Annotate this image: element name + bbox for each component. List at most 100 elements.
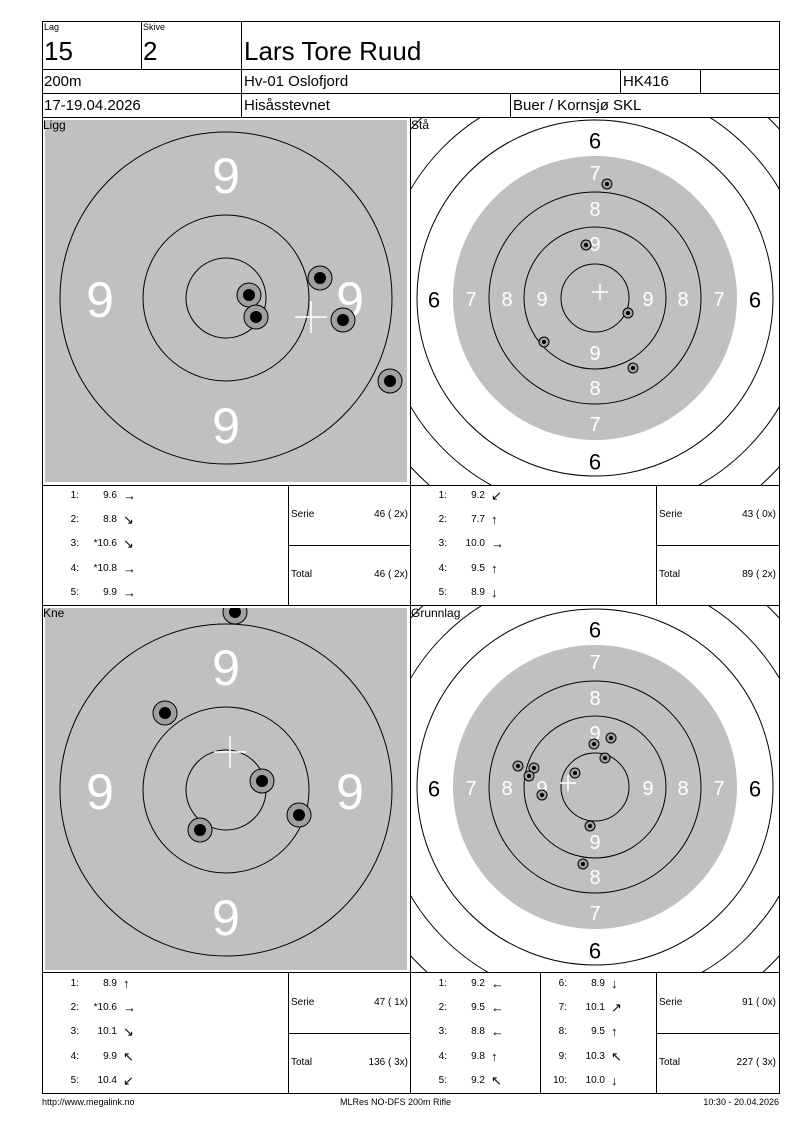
- shot-number: 7:: [558, 1002, 567, 1014]
- shot-center: [384, 375, 396, 387]
- black-area: [453, 156, 737, 440]
- shot-direction-arrow-icon: ↘: [123, 1024, 134, 1040]
- divider: [288, 545, 411, 546]
- ring: [523, 226, 667, 370]
- ring: [59, 131, 393, 465]
- shot-number: 5:: [70, 586, 79, 598]
- shot-center: [540, 793, 544, 797]
- shot-number: 4:: [70, 1050, 79, 1062]
- shot-number: 6:: [558, 978, 567, 989]
- shot-center: [592, 742, 596, 746]
- ring: [488, 680, 702, 894]
- ring: [416, 119, 774, 477]
- ring-number: 7: [713, 289, 724, 311]
- ring: [560, 752, 630, 822]
- shot-center: [337, 314, 349, 326]
- lag-value: 15: [44, 36, 73, 66]
- divider: [779, 21, 780, 1093]
- ring-number-9: 9: [86, 272, 114, 328]
- ring-number: 9: [589, 832, 600, 854]
- divider: [700, 69, 701, 93]
- center-crosshair: [214, 736, 246, 768]
- serie-value: 91 ( 0x): [742, 997, 776, 1008]
- shot-center: [250, 311, 262, 323]
- shot-center: [194, 824, 206, 836]
- shot-number: 1:: [438, 978, 447, 989]
- serie-value: 47 ( 1x): [374, 997, 408, 1008]
- shot-value: 8.9: [591, 978, 605, 989]
- ring-number-6: 6: [749, 777, 761, 802]
- shot-value: 9.9: [103, 586, 117, 598]
- divider: [656, 972, 657, 1093]
- shot-value: 8.8: [471, 1026, 485, 1038]
- total-label: Total: [659, 569, 681, 580]
- shot-direction-arrow-icon: ↘: [123, 512, 134, 528]
- shot-direction-arrow-icon: ↖: [491, 1072, 502, 1088]
- serie-value: 43 ( 0x): [742, 509, 776, 520]
- divider: [656, 485, 657, 605]
- ring-number-9: 9: [336, 764, 364, 820]
- weapon: HK416: [623, 73, 669, 90]
- shot-direction-arrow-icon: ↑: [123, 976, 130, 991]
- total-value: 46 ( 2x): [374, 569, 408, 580]
- shot-direction-arrow-icon: ↑: [491, 560, 498, 576]
- divider: [288, 972, 289, 1093]
- ring-number-9: 9: [212, 640, 240, 696]
- shot-center: [581, 862, 585, 866]
- shot-number: 1:: [70, 978, 79, 989]
- shot-number: 4:: [438, 562, 447, 574]
- serie-label: Serie: [291, 509, 315, 520]
- shot-number: 4:: [438, 1050, 447, 1062]
- shot-number: 5:: [438, 586, 447, 598]
- divider: [42, 69, 780, 70]
- shot-direction-arrow-icon: ←: [491, 1000, 504, 1016]
- shot-center: [573, 771, 577, 775]
- ring-number-9: 9: [86, 764, 114, 820]
- ring-number: 7: [465, 778, 476, 800]
- footer-url[interactable]: http://www.megalink.no: [42, 1097, 135, 1107]
- shot-direction-arrow-icon: ↗: [611, 1000, 622, 1016]
- target-background: [45, 608, 407, 970]
- shot-center: [584, 243, 588, 247]
- shot-value: 10.0: [585, 1074, 605, 1086]
- ring-number-6: 6: [589, 939, 601, 964]
- divider: [42, 117, 780, 118]
- total-label: Total: [659, 1057, 681, 1068]
- shot-center: [588, 824, 592, 828]
- shot-direction-arrow-icon: →: [123, 584, 136, 600]
- target-sta: 6 6 6 6 7 7 7 7 8 8 8 8 9 9 9 9: [410, 117, 779, 485]
- serie-label: Serie: [659, 997, 683, 1008]
- shot-value: 9.2: [471, 978, 485, 989]
- ring-number: 9: [589, 723, 600, 745]
- shot-number: 3:: [70, 1026, 79, 1038]
- ring-number: 8: [677, 289, 688, 311]
- shot-center: [605, 182, 609, 186]
- center-crosshair: [592, 284, 608, 300]
- shot-value: 9.5: [471, 562, 485, 574]
- divider: [42, 21, 43, 1093]
- shot-center: [229, 608, 241, 618]
- ring-number: 8: [501, 289, 512, 311]
- shot-center: [243, 289, 255, 301]
- ring-number-9: 9: [212, 890, 240, 946]
- ring-number-6: 6: [428, 288, 440, 313]
- divider: [656, 545, 780, 546]
- shot-number: 5:: [438, 1074, 447, 1086]
- ring-number-6: 6: [428, 777, 440, 802]
- ring-number: 8: [589, 867, 600, 889]
- shot-center: [256, 775, 268, 787]
- divider: [42, 21, 780, 22]
- divider: [241, 21, 242, 117]
- club: Hv-01 Oslofjord: [244, 73, 349, 90]
- ring-number: 9: [536, 778, 547, 800]
- shot-direction-arrow-icon: ↓: [611, 976, 618, 991]
- shot-value: 9.2: [471, 490, 485, 501]
- target-ligg: 99 99: [45, 120, 407, 482]
- ring-number-9: 9: [212, 148, 240, 204]
- shot-number: 2:: [438, 1002, 447, 1014]
- shot-direction-arrow-icon: ↙: [123, 1072, 134, 1088]
- total-value: 136 ( 3x): [368, 1057, 408, 1068]
- shot-value: 7.7: [471, 514, 485, 526]
- center-crosshair: [560, 775, 576, 791]
- shot-center: [527, 774, 531, 778]
